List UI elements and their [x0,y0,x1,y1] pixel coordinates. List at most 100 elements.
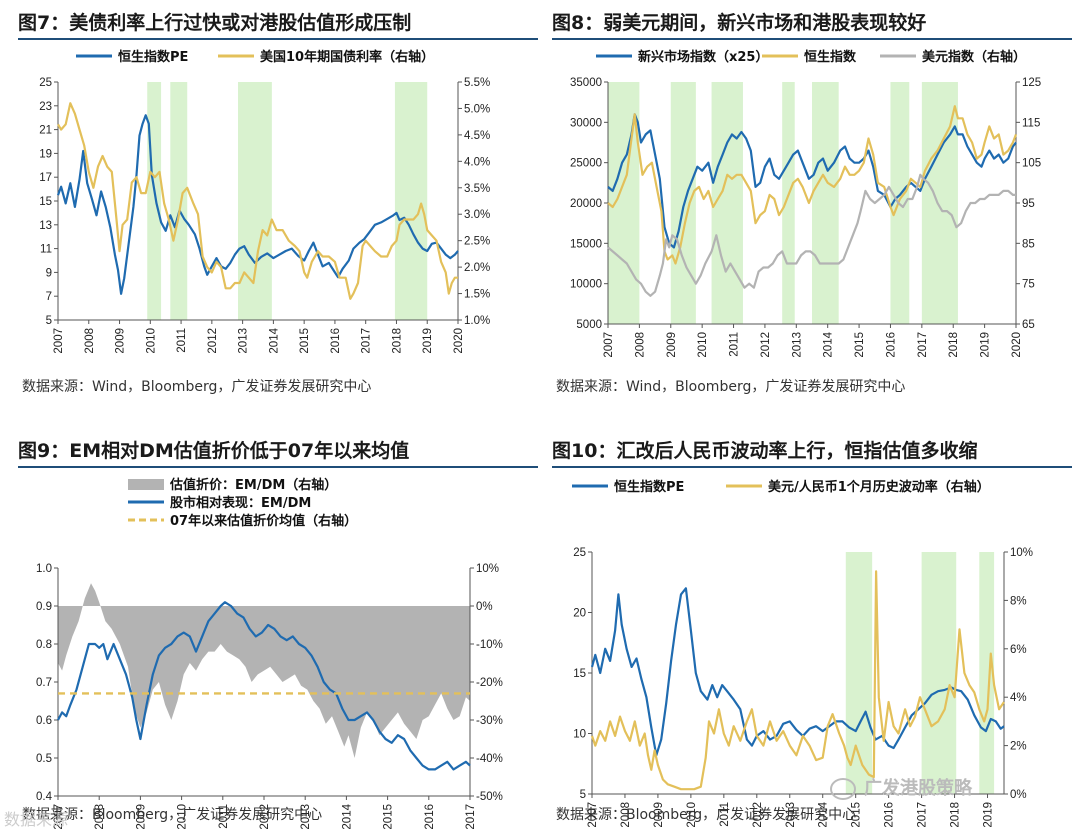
series-line [57,102,458,300]
legend-label: 新兴市场指数（x25） [638,49,768,65]
chart-title: 图8：弱美元期间，新兴市场和港股表现较好 [552,8,1072,40]
shaded-period [782,82,795,324]
x-tick-label: 2019 [983,802,995,828]
legend-label: 恒生指数PE [118,49,188,65]
chart-title: 图7：美债利率上行过快或对港股估值形成压制 [18,8,538,40]
x-tick-label: 2013 [785,802,797,828]
y-tick-label-left: 13 [39,220,52,232]
legend-swatch [128,479,164,490]
x-tick-label: 2013 [300,804,312,830]
y-tick-label-right: -10% [476,639,503,651]
y-tick-label-right: 5.0% [464,103,490,115]
x-tick-label: 2008 [84,328,96,354]
y-tick-label-left: 5 [46,315,52,327]
y-tick-label-left: 0.7 [36,677,52,689]
y-tick-label-left: 23 [39,101,52,113]
series-line [56,114,459,295]
y-tick-label-right: 3.0% [464,209,490,221]
x-tick-label: 2016 [330,328,342,354]
series-line [57,601,471,771]
wechat-icon [830,778,856,800]
x-tick-label: 2012 [259,804,271,830]
y-tick-label-right: -20% [476,677,503,689]
x-tick-label: 2015 [383,804,395,830]
x-tick-label: 2010 [686,802,698,828]
x-tick-label: 2009 [135,804,147,830]
y-tick-label-left: 20 [573,608,586,620]
x-tick-label: 2020 [453,328,465,354]
x-tick-label: 2013 [791,332,803,358]
legend-label: 07年以来估值折价均值（右轴） [170,513,357,529]
y-tick-label-left: 9 [46,267,52,279]
x-tick-label: 2012 [752,802,764,828]
y-tick-label-right: 1.0% [464,315,490,327]
chart-svg: 5 10 15 20 25 0% 2% 4% 6% 8% 10% 2007 2008 2009 2010 20… [572,479,1033,828]
x-tick-label: 2012 [207,328,219,354]
y-tick-label-left: 5 [580,789,586,801]
x-tick-label: 2013 [238,328,250,354]
y-tick-label-left: 25 [573,547,586,559]
y-tick-label-right: -50% [476,791,503,803]
x-tick-label: 2007 [603,332,615,358]
x-tick-label: 2010 [177,804,189,830]
x-tick-label: 2009 [115,328,127,354]
chart-source: 数据来源：Bloomberg，广发证券发展研究中心 [22,807,323,823]
x-tick-label: 2014 [268,327,280,353]
y-tick-label-left: 10000 [570,279,602,291]
series-line [607,173,1016,297]
y-tick-label-left: 20000 [570,198,602,210]
x-tick-label: 2017 [917,802,929,828]
legend-label: 恒生指数 [804,49,857,65]
x-tick-label: 2010 [697,332,709,358]
x-tick-label: 2011 [729,332,741,357]
series-line [590,570,1005,791]
chart-title: 图9：EM相对DM估值折价低于07年以来均值 [18,436,538,468]
x-tick-label: 2017 [465,804,477,830]
y-tick-label-left: 21 [39,125,52,137]
chart-svg: 5000 10000 15000 20000 25000 30000 35000 65 75 85… [570,49,1041,358]
x-tick-label: 2008 [620,802,632,828]
legend-label: 股市相对表现：EM/DM [170,495,311,511]
x-tick-label: 2014 [823,331,835,357]
y-tick-label-right: 2.0% [464,262,490,274]
series-line [590,587,1005,757]
x-tick-label: 2016 [424,804,436,830]
shaded-period [394,82,428,320]
watermark: 广发港股策略 [830,774,972,800]
x-tick-label: 2020 [1011,332,1023,358]
x-tick-label: 2018 [391,328,403,354]
y-tick-label-right: 10% [476,563,499,575]
y-tick-label-right: 4.5% [464,130,490,142]
y-tick-label-left: 15 [39,196,52,208]
x-tick-label: 2008 [94,804,106,830]
y-tick-label-right: 10% [1010,547,1033,559]
x-tick-label: 2009 [653,802,665,828]
x-tick-label: 2012 [760,332,772,358]
chart-source: 数据来源：Wind，Bloomberg，广发证券发展研究中心 [556,379,906,395]
x-tick-label: 2014 [341,803,353,829]
x-tick-label: 2018 [950,802,962,828]
chart-source: 数据来源：Bloomberg，广发证券发展研究中心 [556,807,857,823]
y-tick-label-left: 11 [40,244,52,256]
y-tick-label-right: 125 [1022,77,1041,89]
y-tick-label-right: 85 [1022,238,1035,250]
chart-svg: 0.4 0.5 0.6 0.7 0.8 0.9 1.0 -50% -40% -30% -20% -10… [36,477,503,830]
x-tick-label: 2015 [299,328,311,354]
y-tick-label-right: 65 [1022,319,1035,331]
x-tick-label: 2017 [917,332,929,358]
chart-panel-fig10: 图10：汇改后人民币波动率上行，恒指估值多收缩 5 10 15 20 25 0% 2% 4% 6… [552,428,1072,838]
y-tick-label-left: 25000 [570,158,602,170]
y-tick-label-left: 15000 [570,238,602,250]
x-tick-label: 2015 [854,332,866,358]
y-tick-label-left: 17 [39,172,52,184]
legend-label: 美国10年期国债利率（右轴） [260,49,434,65]
chart-panel-fig8: 图8：弱美元期间，新兴市场和港股表现较好 5000 10000 15000 20000… [552,0,1072,410]
y-tick-label-left: 0.9 [36,601,52,613]
y-tick-label-left: 0.4 [36,791,53,803]
x-tick-label: 2017 [361,328,373,354]
watermark-left: 数据来源 [4,810,69,829]
y-tick-label-right: 95 [1022,198,1035,210]
x-tick-label: 2011 [176,328,188,353]
series-line [607,105,1018,265]
series-area [58,583,470,758]
